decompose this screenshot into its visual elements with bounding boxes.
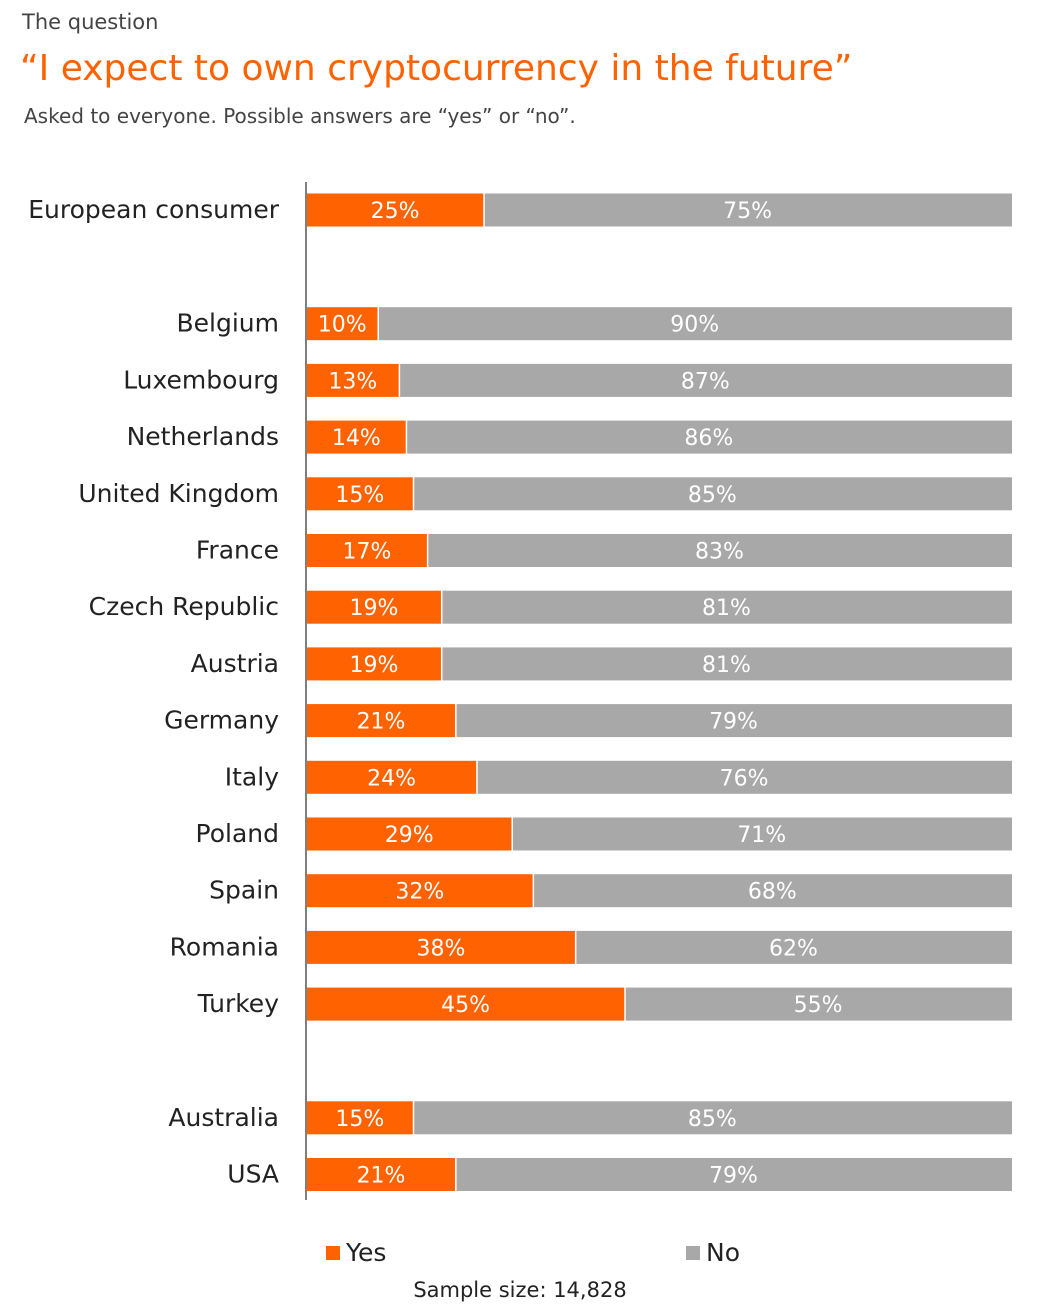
category-label: Luxembourg [123,365,279,394]
data-label-yes: 17% [342,540,391,565]
data-label-yes: 15% [335,483,384,508]
data-label-yes: 24% [367,766,416,791]
data-label-no: 85% [688,1107,737,1132]
data-label-no: 90% [670,313,719,338]
data-label-no: 79% [709,1164,758,1189]
category-label: Belgium [177,309,280,338]
category-label: Netherlands [127,422,279,451]
kicker-text: The question [22,10,159,34]
data-label-no: 71% [737,823,786,848]
category-label: Czech Republic [89,592,279,621]
bar-segment-no [407,420,1012,454]
data-label-no: 85% [688,483,737,508]
category-label: European consumer [28,195,280,224]
data-label-no: 81% [702,653,751,678]
data-label-yes: 38% [416,936,465,961]
data-label-yes: 25% [371,199,420,224]
chart-title: “I expect to own cryptocurrency in the f… [20,48,853,89]
data-label-yes: 10% [318,313,367,338]
data-label-yes: 32% [395,880,444,905]
bar-segment-yes [307,760,477,794]
data-label-yes: 13% [328,369,377,394]
bar-segment-yes [307,1101,413,1135]
data-label-yes: 21% [357,1164,406,1189]
data-label-yes: 29% [385,823,434,848]
data-label-yes: 14% [332,426,381,451]
data-label-yes: 21% [357,710,406,735]
legend-yes: Yes [326,1238,386,1267]
bar-segment-no [456,1158,1012,1191]
category-label: Australia [168,1103,279,1132]
legend-yes-swatch [326,1246,340,1260]
bar-segment-yes [307,307,378,341]
category-label: Poland [196,819,279,848]
bar-segment-yes [307,817,512,851]
category-label: Austria [191,649,279,678]
data-label-no: 83% [695,540,744,565]
bar-segment-no [414,477,1012,511]
bar-segment-yes [307,874,533,908]
bar-segment-no [442,647,1012,681]
bar-segment-yes [307,647,441,681]
bar-segment-no [477,760,1012,794]
bar-segment-no [414,1101,1012,1135]
data-label-no: 79% [709,710,758,735]
bar-segment-no [442,590,1012,624]
data-label-no: 86% [684,426,733,451]
bar-segment-yes [307,704,456,738]
category-label: Romania [170,932,279,961]
bar-segment-yes [307,477,413,511]
legend-no-label: No [706,1238,740,1267]
bar-segment-no [379,307,1012,341]
category-label: Italy [225,762,279,791]
category-label: USA [227,1160,279,1189]
data-label-no: 81% [702,596,751,621]
legend-no-swatch [686,1246,700,1260]
data-label-no: 87% [681,369,730,394]
bar-segment-no [625,987,1012,1021]
chart-subtitle: Asked to everyone. Possible answers are … [24,104,576,128]
bar-segment-no [400,363,1012,397]
stacked-bar-chart: European consumer 25% 75% Belgium 10% 90% Luxe… [28,182,1013,1200]
category-label: Germany [164,706,279,735]
bar-segment-yes [307,193,484,227]
bar-segment-yes [307,930,575,964]
bar-segment-yes [307,534,427,567]
bar-segment-yes [307,987,625,1021]
data-label-no: 55% [794,993,843,1018]
bar-segment-no [484,193,1012,227]
bar-segment-no [534,874,1012,908]
category-label: France [196,536,279,565]
data-label-no: 62% [769,936,818,961]
bar-segment-yes [307,420,406,454]
bar-segment-yes [307,1158,456,1191]
data-label-yes: 19% [350,596,399,621]
data-label-yes: 19% [350,653,399,678]
legend-no: No [686,1238,740,1267]
category-label: Turkey [197,989,280,1018]
data-label-no: 75% [723,199,772,224]
bar-segment-no [512,817,1012,851]
bar-segment-no [576,930,1012,964]
category-label: Spain [209,876,279,905]
sample-size: Sample size: 14,828 [413,1278,627,1302]
bar-segment-no [428,534,1013,567]
bar-segment-no [456,704,1012,738]
data-label-yes: 15% [335,1107,384,1132]
bar-segment-yes [307,363,399,397]
category-label: United Kingdom [78,479,279,508]
data-label-no: 68% [748,880,797,905]
data-label-yes: 45% [441,993,490,1018]
data-label-no: 76% [720,766,769,791]
legend-yes-label: Yes [346,1238,387,1267]
bar-segment-yes [307,590,441,624]
